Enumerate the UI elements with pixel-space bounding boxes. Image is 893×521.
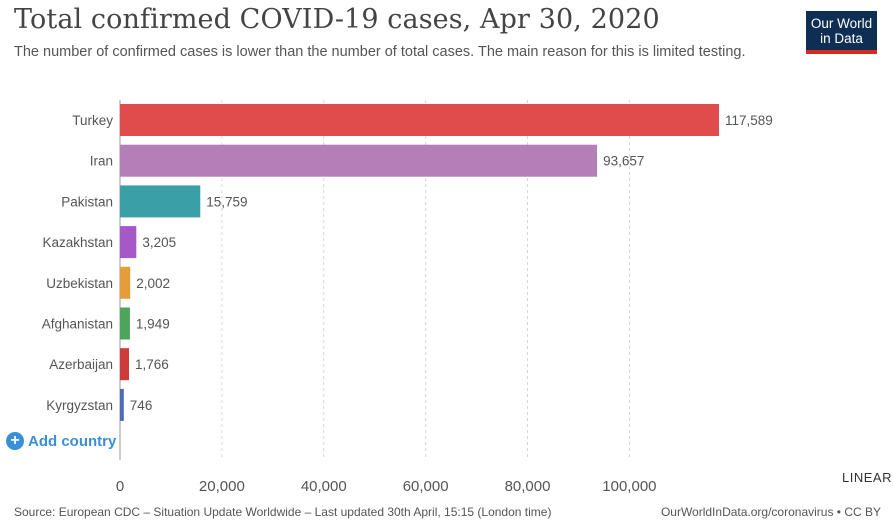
plus-circle-icon: + <box>6 432 24 450</box>
bar-category-label: Kyrgyzstan <box>46 398 113 413</box>
bar <box>120 388 124 421</box>
logo-line-2: in Data <box>820 31 863 46</box>
bar-category-label: Uzbekistan <box>46 276 113 291</box>
x-tick-label: 40,000 <box>301 478 347 495</box>
x-tick-label: 100,000 <box>602 478 656 495</box>
bar <box>120 185 201 218</box>
x-tick-label: 80,000 <box>505 478 551 495</box>
bar-category-label: Afghanistan <box>42 317 113 332</box>
bar <box>120 226 137 259</box>
bar-value-label: 15,759 <box>206 194 247 209</box>
bar-category-label: Iran <box>90 154 113 169</box>
bar-value-label: 1,949 <box>136 317 170 332</box>
bar <box>120 266 131 299</box>
chart-title: Total confirmed COVID-19 cases, Apr 30, … <box>14 4 660 35</box>
bar-category-label: Pakistan <box>61 194 113 209</box>
bar-chart: 0 20,000 40,000 60,000 80,000 100,000 Turkey 11… <box>42 100 773 495</box>
bar-category-label: Turkey <box>72 113 113 128</box>
scale-toggle[interactable]: LINEAR <box>842 470 892 485</box>
bar-value-label: 1,766 <box>135 357 169 372</box>
bar <box>120 348 129 381</box>
bar-category-label: Kazakhstan <box>42 235 113 250</box>
bar <box>120 307 130 340</box>
x-tick-label: 0 <box>116 478 124 495</box>
bar <box>120 144 598 177</box>
add-country-label: Add country <box>28 432 117 450</box>
owid-logo[interactable]: Our World in Data <box>806 11 877 54</box>
bar-value-label: 93,657 <box>603 154 644 169</box>
bar-value-label: 3,205 <box>142 235 176 250</box>
chart-subtitle: The number of confirmed cases is lower t… <box>14 44 746 60</box>
credit-link[interactable]: OurWorldInData.org/coronavirus • CC BY <box>660 505 881 519</box>
logo-line-1: Our World <box>810 16 873 31</box>
bar <box>120 104 719 136</box>
source-note: Source: European CDC – Situation Update … <box>14 505 552 519</box>
bar-value-label: 2,002 <box>136 276 170 291</box>
bar-category-label: Azerbaijan <box>49 357 113 372</box>
x-tick-label: 60,000 <box>403 478 449 495</box>
x-tick-label: 20,000 <box>199 478 245 495</box>
bar-value-label: 117,589 <box>725 113 773 128</box>
bar-value-label: 746 <box>130 398 153 413</box>
add-country-button[interactable]: + Add country <box>6 432 116 450</box>
